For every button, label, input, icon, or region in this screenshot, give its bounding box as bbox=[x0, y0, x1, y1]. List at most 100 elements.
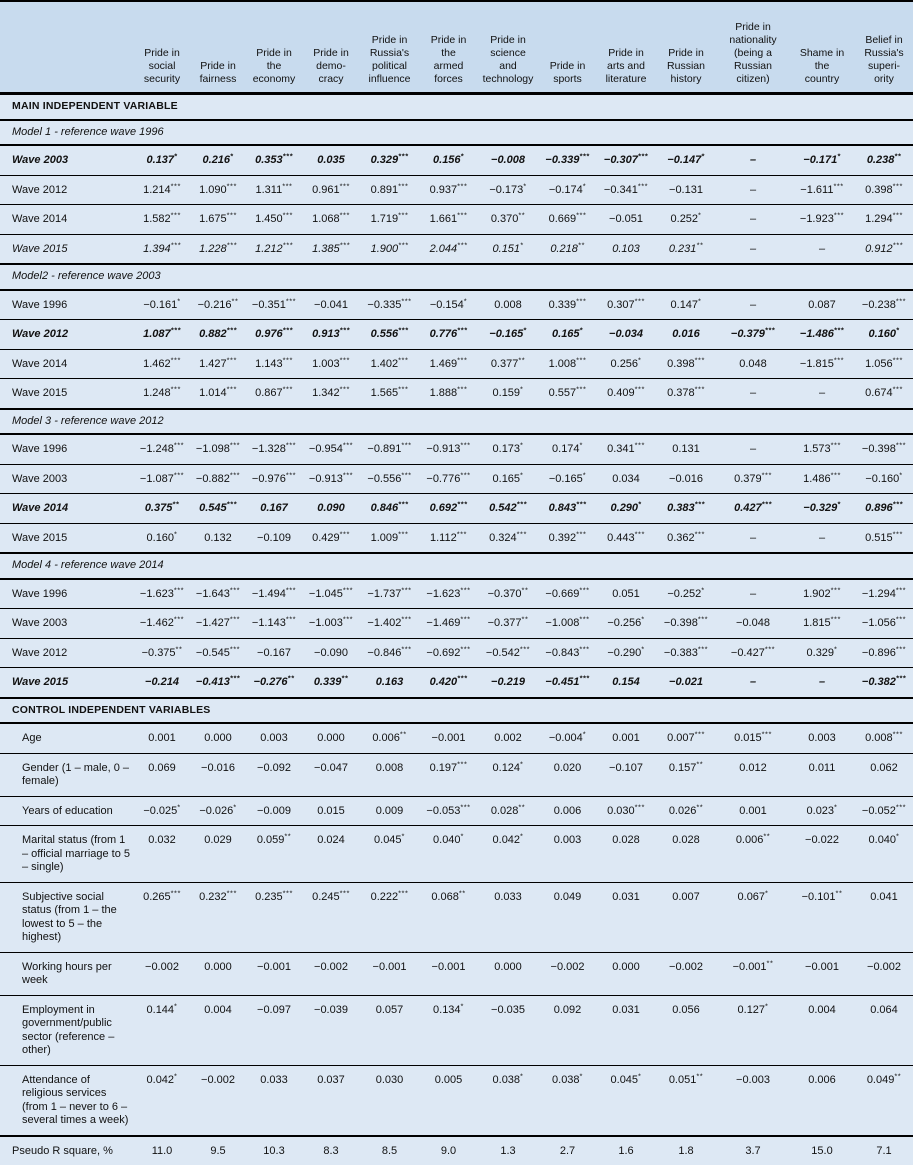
cell-value: 0.197*** bbox=[419, 753, 478, 796]
significance-stars: *** bbox=[834, 210, 844, 219]
cell-value: −0.016 bbox=[655, 464, 717, 494]
significance-stars: *** bbox=[230, 470, 240, 479]
cell-value: 0.007*** bbox=[655, 723, 717, 753]
cell-value: −0.039 bbox=[302, 995, 360, 1065]
row-label: Wave 2003 bbox=[0, 464, 134, 494]
table-row: Wave 2012−0.375**−0.545***−0.167−0.090−0… bbox=[0, 638, 913, 668]
significance-stars: *** bbox=[230, 614, 240, 623]
significance-stars: * bbox=[520, 384, 523, 393]
cell-value: 0.023* bbox=[789, 796, 855, 826]
significance-stars: *** bbox=[457, 181, 467, 190]
significance-stars: *** bbox=[340, 210, 350, 219]
cell-value: 0.033 bbox=[246, 1065, 302, 1136]
model-subtitle: Model 3 - reference wave 2012 bbox=[0, 409, 913, 435]
significance-stars: * bbox=[520, 440, 523, 449]
significance-stars: *** bbox=[174, 585, 184, 594]
cell-value: 1.427*** bbox=[190, 349, 246, 379]
significance-stars: *** bbox=[398, 384, 408, 393]
row-label: Wave 2015 bbox=[0, 379, 134, 409]
significance-stars: *** bbox=[286, 440, 296, 449]
cell-value: 0.896*** bbox=[855, 494, 913, 524]
cell-value: −0.398*** bbox=[655, 609, 717, 639]
cell-value: 0.167 bbox=[246, 494, 302, 524]
cell-value: 0.028 bbox=[655, 826, 717, 883]
significance-stars: * bbox=[638, 499, 641, 508]
cell-value: 0.398*** bbox=[655, 349, 717, 379]
cell-value: 0.218** bbox=[538, 234, 597, 264]
significance-stars: *** bbox=[698, 644, 708, 653]
cell-value: 1.3 bbox=[478, 1136, 538, 1165]
cell-value: 0.028 bbox=[597, 826, 655, 883]
significance-stars: *** bbox=[340, 888, 350, 897]
cell-value: 0.232*** bbox=[190, 882, 246, 952]
cell-value: 0.669*** bbox=[538, 205, 597, 235]
cell-value: 2.7 bbox=[538, 1136, 597, 1165]
cell-value: 8.3 bbox=[302, 1136, 360, 1165]
significance-stars: *** bbox=[893, 355, 903, 364]
cell-value: 1.009*** bbox=[360, 523, 419, 553]
significance-stars: *** bbox=[457, 529, 467, 538]
cell-value: 0.051** bbox=[655, 1065, 717, 1136]
significance-stars: *** bbox=[398, 499, 408, 508]
cell-value: −0.329* bbox=[789, 494, 855, 524]
significance-stars: * bbox=[896, 325, 899, 334]
cell-value: 0.037 bbox=[302, 1065, 360, 1136]
cell-value: −0.022 bbox=[789, 826, 855, 883]
column-header: Pride in demo- cracy bbox=[302, 1, 360, 94]
significance-stars: * bbox=[638, 355, 641, 364]
cell-value: −0.002 bbox=[302, 952, 360, 995]
significance-stars: * bbox=[641, 644, 644, 653]
significance-stars: *** bbox=[638, 151, 648, 160]
significance-stars: *** bbox=[283, 325, 293, 334]
row-label: Working hours per week bbox=[0, 952, 134, 995]
cell-value: −0.109 bbox=[246, 523, 302, 553]
significance-stars: *** bbox=[831, 614, 841, 623]
cell-value: 0.427*** bbox=[717, 494, 789, 524]
significance-stars: * bbox=[641, 614, 644, 623]
section-title: MAIN INDEPENDENT VARIABLE bbox=[0, 94, 913, 120]
cell-value: 0.392*** bbox=[538, 523, 597, 553]
cell-value: 1.385*** bbox=[302, 234, 360, 264]
significance-stars: * bbox=[230, 151, 233, 160]
cell-value: 1.212*** bbox=[246, 234, 302, 264]
cell-value: 0.045* bbox=[597, 1065, 655, 1136]
cell-value: – bbox=[717, 523, 789, 553]
significance-stars: *** bbox=[174, 614, 184, 623]
significance-stars: *** bbox=[340, 181, 350, 190]
cell-value: 0.029 bbox=[190, 826, 246, 883]
significance-stars: * bbox=[520, 831, 523, 840]
cell-value: 0.040* bbox=[855, 826, 913, 883]
cell-value: −0.542*** bbox=[478, 638, 538, 668]
cell-value: −1.469*** bbox=[419, 609, 478, 639]
significance-stars: *** bbox=[635, 296, 645, 305]
significance-stars: *** bbox=[401, 585, 411, 594]
row-label: Attendance of religious services (from 1… bbox=[0, 1065, 134, 1136]
cell-value: 1.228*** bbox=[190, 234, 246, 264]
cell-value: 0.151* bbox=[478, 234, 538, 264]
cell-value: 1.003*** bbox=[302, 349, 360, 379]
cell-value: −0.382*** bbox=[855, 668, 913, 698]
cell-value: 0.064 bbox=[855, 995, 913, 1065]
significance-stars: *** bbox=[340, 355, 350, 364]
significance-stars: *** bbox=[227, 888, 237, 897]
cell-value: 0.003 bbox=[246, 723, 302, 753]
significance-stars: *** bbox=[398, 151, 408, 160]
cell-value: 0.003 bbox=[538, 826, 597, 883]
significance-stars: *** bbox=[831, 470, 841, 479]
cell-value: 0.245*** bbox=[302, 882, 360, 952]
cell-value: −1.815*** bbox=[789, 349, 855, 379]
significance-stars: *** bbox=[283, 355, 293, 364]
significance-stars: *** bbox=[283, 384, 293, 393]
cell-value: −0.001 bbox=[246, 952, 302, 995]
cell-value: −0.001 bbox=[360, 952, 419, 995]
cell-value: 0.216* bbox=[190, 145, 246, 175]
cell-value: 0.165* bbox=[478, 464, 538, 494]
cell-value: 0.542*** bbox=[478, 494, 538, 524]
cell-value: 1.469*** bbox=[419, 349, 478, 379]
significance-stars: *** bbox=[457, 355, 467, 364]
cell-value: – bbox=[717, 290, 789, 320]
